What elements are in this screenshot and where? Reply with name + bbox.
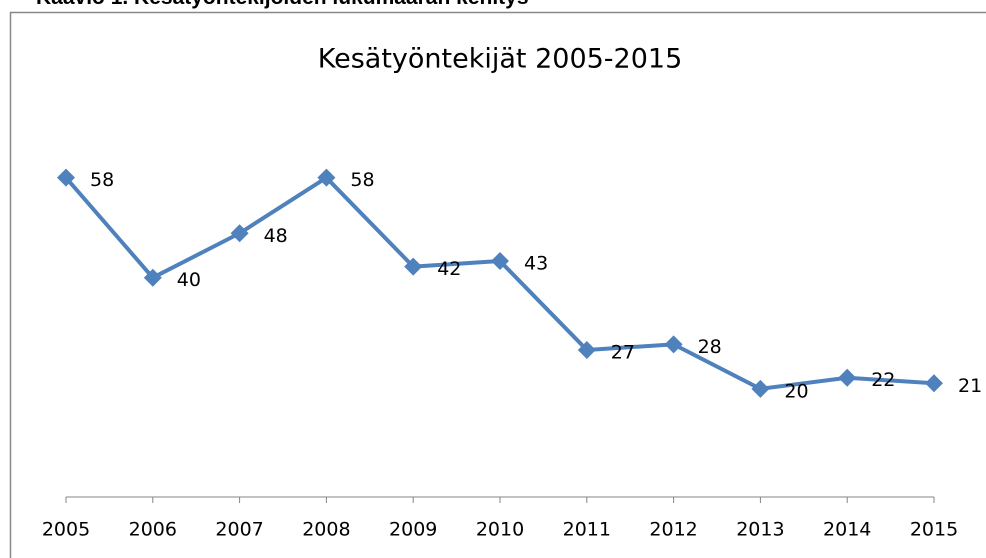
data-label: 28 bbox=[698, 336, 722, 358]
data-label: 21 bbox=[958, 375, 982, 397]
data-point bbox=[925, 374, 943, 393]
chart-frame bbox=[9, 11, 986, 558]
data-point bbox=[404, 257, 423, 276]
x-tick-label: 2011 bbox=[563, 519, 611, 541]
data-point bbox=[664, 335, 683, 354]
x-tick-label: 2010 bbox=[476, 519, 524, 541]
x-tick-label: 2007 bbox=[215, 519, 263, 541]
data-point bbox=[317, 168, 336, 187]
heading: Kaavio 1. Kesätyöntekijöiden lukumäärän … bbox=[36, 0, 529, 10]
x-tick-label: 2014 bbox=[823, 519, 871, 541]
data-label: 43 bbox=[524, 253, 548, 275]
data-point bbox=[751, 379, 770, 398]
x-tick-label: 2015 bbox=[910, 519, 958, 541]
data-label: 58 bbox=[350, 169, 374, 191]
x-tick-label: 2013 bbox=[736, 519, 784, 541]
data-point bbox=[57, 168, 75, 187]
data-label: 27 bbox=[611, 341, 635, 363]
data-label: 20 bbox=[784, 380, 808, 402]
x-tick-label: 2008 bbox=[302, 519, 350, 541]
data-point bbox=[143, 268, 162, 287]
data-point bbox=[230, 224, 249, 243]
x-tick-label: 2005 bbox=[42, 519, 90, 541]
data-label: 22 bbox=[871, 369, 895, 391]
data-label: 40 bbox=[177, 269, 201, 291]
data-label: 48 bbox=[264, 225, 288, 247]
chart-title: Kesätyöntekijät 2005-2015 bbox=[318, 44, 683, 75]
x-tick-label: 2006 bbox=[129, 519, 177, 541]
x-tick-label: 2012 bbox=[649, 519, 697, 541]
data-label: 42 bbox=[437, 258, 461, 280]
data-point bbox=[577, 340, 596, 359]
data-label: 58 bbox=[90, 169, 114, 191]
data-point bbox=[838, 368, 857, 387]
data-point bbox=[491, 252, 509, 271]
x-tick-label: 2009 bbox=[389, 519, 437, 541]
